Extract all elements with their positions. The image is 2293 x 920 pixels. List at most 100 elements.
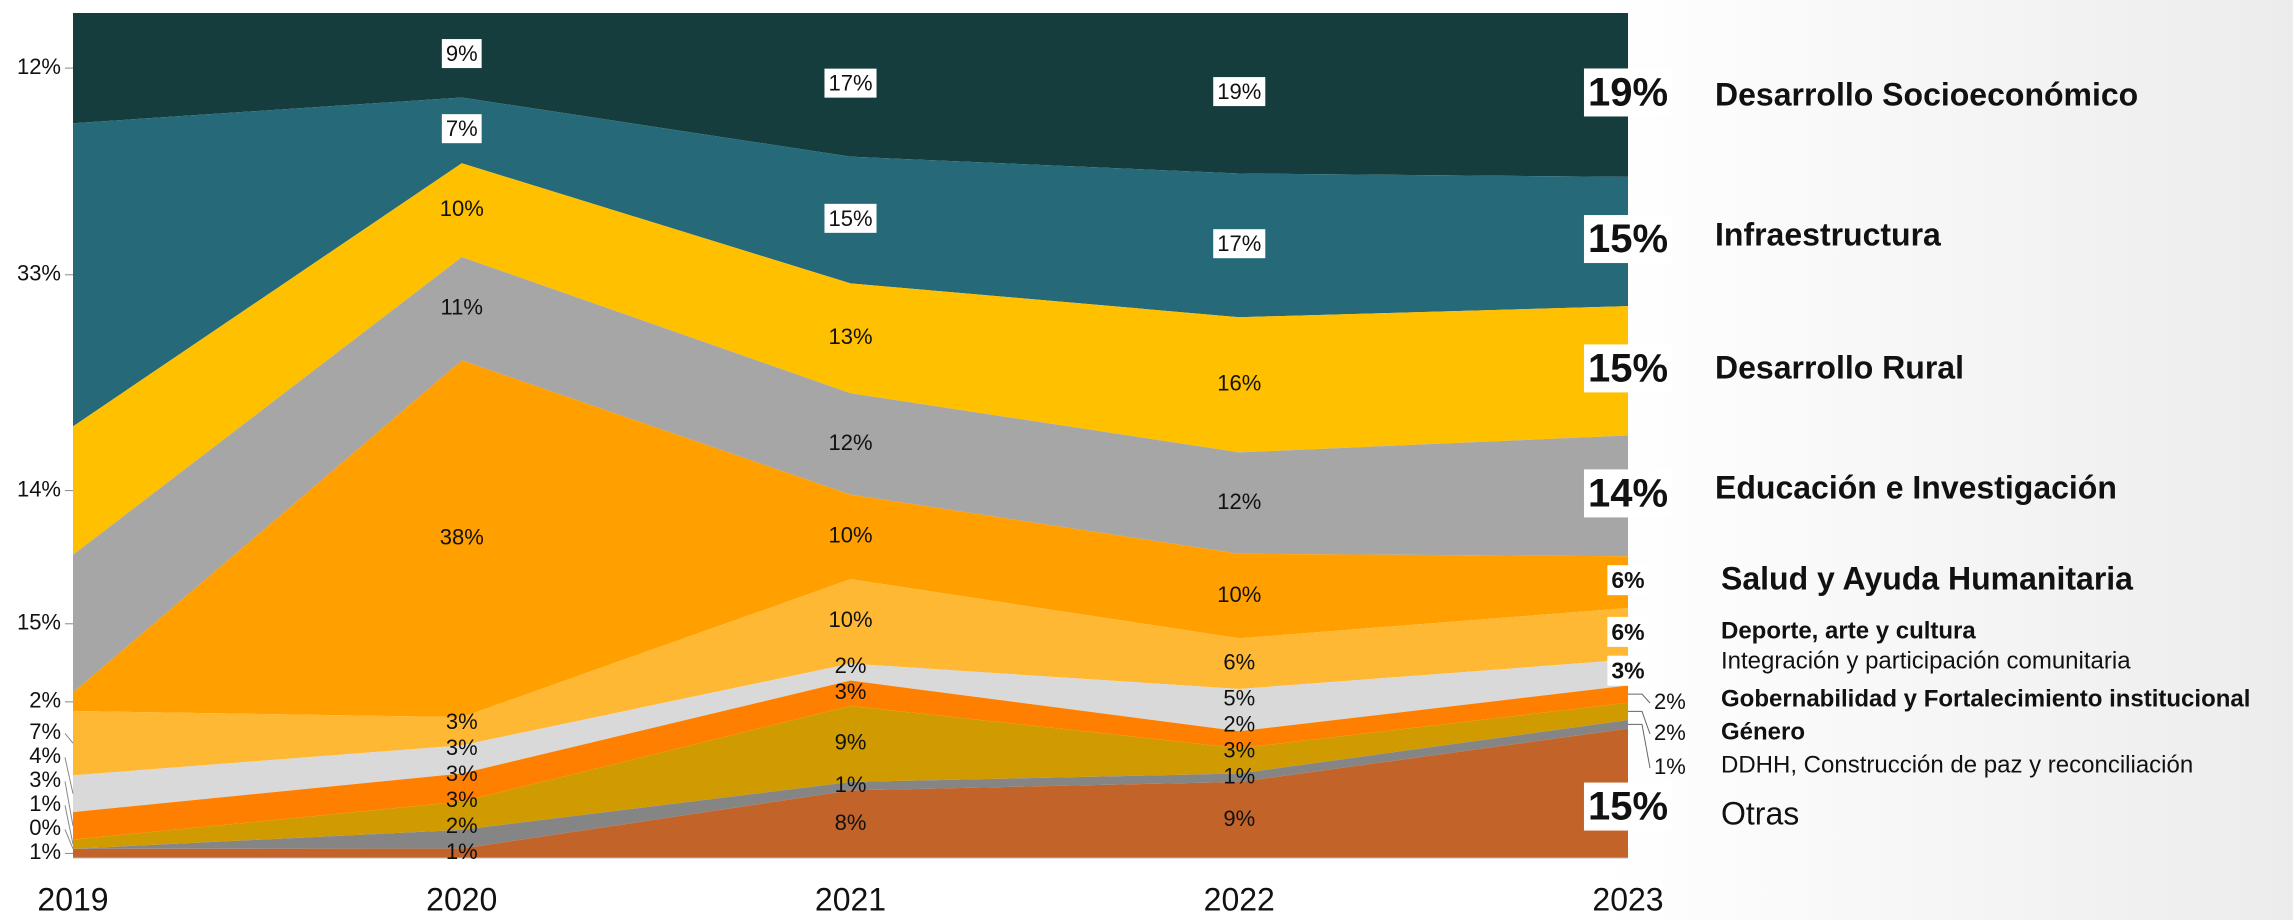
area: [73, 163, 1628, 555]
value-label-small: 2%: [1654, 720, 1686, 745]
label-box: [441, 39, 482, 69]
value-label: 2%: [1223, 712, 1255, 737]
area: [73, 659, 1628, 813]
value-label: 10%: [828, 607, 872, 632]
value-label-large: 19%: [1588, 70, 1668, 114]
value-label: 2%: [29, 688, 61, 713]
label-box: [824, 203, 877, 233]
legend-label: Desarrollo Socioeconómico: [1715, 76, 2138, 112]
leader-line: [1628, 710, 1651, 735]
leader-line: [64, 733, 74, 744]
value-label-small: 1%: [1654, 754, 1686, 779]
value-label: 8%: [835, 810, 867, 835]
value-label: 7%: [446, 116, 478, 141]
value-label-medium: 6%: [1611, 567, 1644, 593]
value-label-large: 14%: [1588, 471, 1668, 515]
value-label: 9%: [1223, 806, 1255, 831]
legend-label: Deporte, arte y cultura: [1721, 617, 1976, 644]
value-label: 11%: [441, 295, 483, 320]
value-label: 15%: [17, 610, 61, 635]
area: [73, 720, 1628, 849]
value-label: 10%: [1217, 582, 1261, 607]
label-box: [1583, 344, 1673, 393]
leader-line: [64, 829, 74, 850]
value-label-medium: 6%: [1611, 619, 1644, 645]
value-label: 3%: [29, 767, 61, 792]
value-label: 12%: [828, 430, 872, 455]
leader-line: [1628, 693, 1651, 704]
label-box: [1583, 782, 1673, 831]
leader-line: [64, 781, 74, 826]
leader-line: [1628, 723, 1651, 769]
value-label: 9%: [446, 41, 478, 66]
area: [73, 728, 1628, 858]
legend-label: Género: [1721, 718, 1805, 745]
value-label: 1%: [835, 772, 867, 797]
value-label-small: 2%: [1654, 689, 1686, 714]
value-label: 3%: [446, 787, 478, 812]
legend-label: Infraestructura: [1715, 216, 1941, 252]
value-label: 38%: [440, 525, 484, 550]
legend-label: Desarrollo Rural: [1715, 349, 1964, 385]
value-label: 17%: [828, 71, 872, 96]
value-label: 10%: [440, 196, 484, 221]
label-box: [1583, 215, 1673, 264]
value-label: 5%: [1223, 686, 1255, 711]
value-label-large: 15%: [1588, 785, 1668, 829]
value-label: 15%: [828, 206, 872, 231]
value-label: 6%: [1223, 649, 1255, 674]
legend-label: Otras: [1721, 795, 1799, 831]
value-label: 2%: [835, 653, 867, 678]
label-box: [1607, 565, 1649, 596]
x-tick-label: 2020: [426, 881, 497, 917]
label-box: [1213, 229, 1266, 259]
label-box: [1213, 77, 1266, 107]
value-label: 1%: [1223, 764, 1255, 789]
value-label: 9%: [835, 730, 867, 755]
label-box: [1607, 655, 1649, 686]
leader-line: [64, 757, 74, 794]
value-label: 3%: [446, 735, 478, 760]
legend-label: Integración y participación comunitaria: [1721, 647, 2131, 674]
value-label: 1%: [29, 839, 61, 864]
value-label: 12%: [1217, 489, 1261, 514]
value-label: 3%: [1223, 738, 1255, 763]
label-box: [1583, 469, 1673, 518]
x-tick-label: 2023: [1592, 881, 1663, 917]
area: [73, 579, 1628, 776]
value-label-large: 15%: [1588, 346, 1668, 390]
value-label: 3%: [446, 761, 478, 786]
value-label: 14%: [17, 476, 61, 501]
value-label: 2%: [446, 813, 478, 838]
x-tick-label: 2021: [815, 881, 886, 917]
value-label: 4%: [29, 743, 61, 768]
legend-label: Salud y Ayuda Humanitaria: [1721, 560, 2133, 596]
label-box: [1607, 616, 1649, 647]
value-label: 17%: [1217, 231, 1261, 256]
value-label: 3%: [835, 679, 867, 704]
value-label: 33%: [17, 261, 61, 286]
area: [73, 97, 1628, 427]
value-label: 10%: [828, 523, 872, 548]
x-tick-label: 2019: [37, 881, 108, 917]
x-tick-label: 2022: [1204, 881, 1275, 917]
area: [73, 680, 1628, 840]
value-label-medium: 3%: [1611, 658, 1644, 684]
label-box: [824, 68, 877, 98]
value-label: 19%: [1217, 79, 1261, 104]
label-box: [1583, 68, 1673, 117]
area: [73, 702, 1628, 849]
legend-label: DDHH, Construcción de paz y reconciliaci…: [1721, 751, 2193, 778]
value-label: 0%: [29, 815, 61, 840]
value-label-large: 15%: [1588, 217, 1668, 261]
label-box: [441, 114, 482, 144]
legend-label: Gobernabilidad y Fortalecimiento institu…: [1721, 685, 2250, 712]
value-label: 3%: [446, 709, 478, 734]
leader-line: [64, 805, 74, 845]
value-label: 16%: [1217, 371, 1261, 396]
area: [73, 360, 1628, 718]
value-label: 7%: [29, 719, 61, 744]
value-label: 13%: [828, 324, 872, 349]
